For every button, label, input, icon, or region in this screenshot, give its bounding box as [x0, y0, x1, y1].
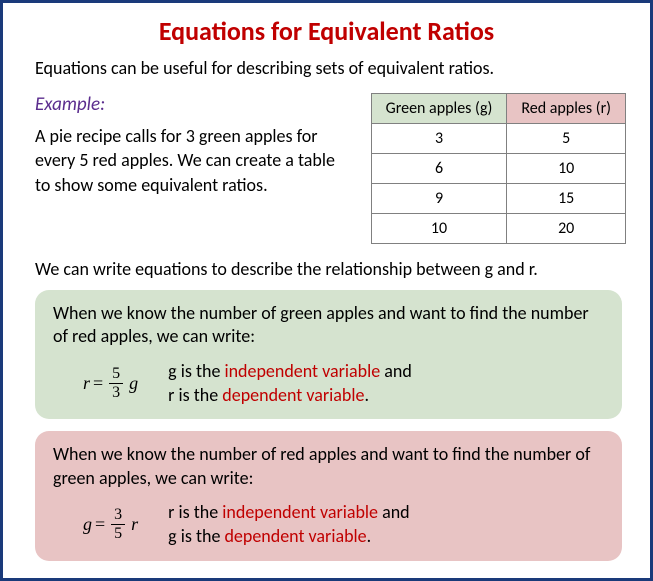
document-container: Equations for Equivalent Ratios Equation…	[0, 0, 653, 581]
table-cell: 5	[507, 124, 626, 154]
desc-line: r is the dependent variable.	[168, 383, 412, 407]
table-header-green: Green apples (g)	[371, 94, 507, 124]
relation-text: We can write equations to describe the r…	[27, 258, 626, 280]
table-header-row: Green apples (g) Red apples (r)	[371, 94, 625, 124]
eq-var: g	[129, 373, 138, 394]
frac-numerator: 5	[109, 366, 123, 384]
box-intro: When we know the number of red apples an…	[53, 443, 604, 490]
table-row: 6 10	[371, 154, 625, 184]
table-cell: 3	[371, 124, 507, 154]
table-row: 3 5	[371, 124, 625, 154]
highlight-term: independent variable	[224, 360, 380, 382]
frac-denominator: 5	[111, 525, 125, 542]
table-cell: 10	[507, 154, 626, 184]
red-box: When we know the number of red apples an…	[35, 431, 622, 560]
box-intro: When we know the number of green apples …	[53, 302, 604, 349]
fraction: 5 3	[109, 366, 123, 401]
eq-equals: =	[95, 514, 105, 535]
box-content: r = 5 3 g g is the independent variable …	[53, 359, 604, 408]
ratio-table: Green apples (g) Red apples (r) 3 5 6 10…	[371, 93, 626, 244]
frac-numerator: 3	[111, 507, 125, 525]
page-title: Equations for Equivalent Ratios	[27, 15, 626, 47]
desc-line: r is the independent variable and	[168, 500, 409, 524]
fraction: 3 5	[111, 507, 125, 542]
table-cell: 6	[371, 154, 507, 184]
box-content: g = 3 5 r r is the independent variable …	[53, 500, 604, 549]
table-cell: 20	[507, 214, 626, 244]
intro-text: Equations can be useful for describing s…	[27, 57, 626, 79]
example-section: Example: A pie recipe calls for 3 green …	[27, 93, 626, 244]
eq-equals: =	[93, 373, 103, 394]
table-cell: 10	[371, 214, 507, 244]
table-cell: 15	[507, 184, 626, 214]
highlight-term: dependent variable	[224, 525, 366, 547]
equation-2: g = 3 5 r	[83, 507, 138, 542]
eq-var: g	[83, 514, 92, 535]
variable-description: g is the independent variable and r is t…	[168, 359, 412, 408]
table-row: 9 15	[371, 184, 625, 214]
equation-1: r = 5 3 g	[83, 366, 138, 401]
eq-var: r	[131, 514, 138, 535]
highlight-term: independent variable	[222, 501, 378, 523]
table-header-red: Red apples (r)	[507, 94, 626, 124]
example-body: A pie recipe calls for 3 green apples fo…	[35, 124, 351, 197]
variable-description: r is the independent variable and g is t…	[168, 500, 409, 549]
highlight-term: dependent variable	[222, 384, 364, 406]
table-cell: 9	[371, 184, 507, 214]
example-text-block: Example: A pie recipe calls for 3 green …	[27, 93, 351, 244]
green-box: When we know the number of green apples …	[35, 290, 622, 419]
eq-var: r	[83, 373, 90, 394]
example-label: Example:	[35, 93, 351, 116]
desc-line: g is the dependent variable.	[168, 524, 409, 548]
table-row: 10 20	[371, 214, 625, 244]
desc-line: g is the independent variable and	[168, 359, 412, 383]
frac-denominator: 3	[109, 384, 123, 401]
